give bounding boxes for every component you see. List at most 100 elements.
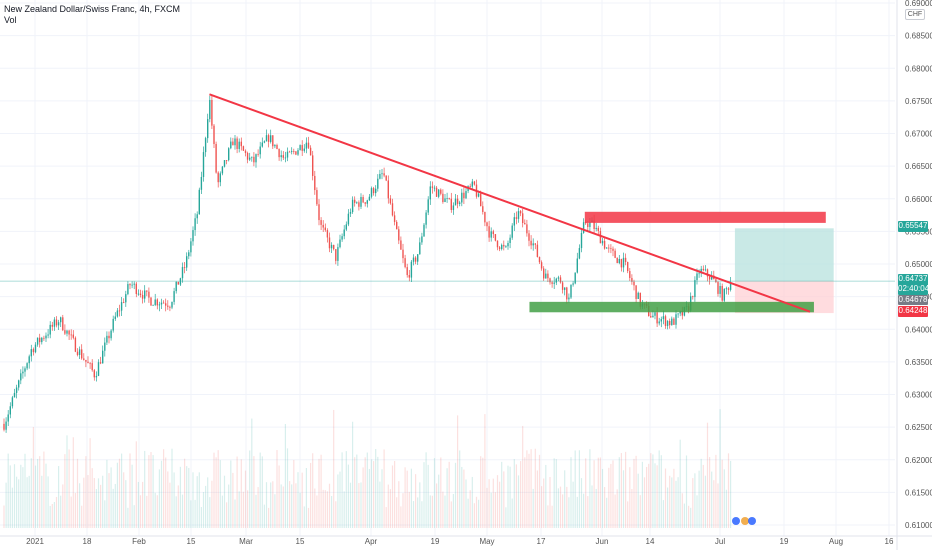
candle-body <box>597 227 599 231</box>
volume-bar <box>690 507 692 528</box>
candle-body <box>568 297 570 300</box>
volume-bar <box>263 504 265 528</box>
volume-bar <box>568 497 570 528</box>
volume-bar <box>249 450 251 528</box>
volume-bar <box>580 478 583 528</box>
candle-body <box>431 186 434 188</box>
candle-body <box>116 310 119 317</box>
bar-countdown: 02:40:04 <box>898 284 930 293</box>
volume-bar <box>606 497 608 528</box>
candle-body <box>633 281 635 286</box>
currency-badge[interactable]: CHF <box>905 9 925 20</box>
volume-bar <box>200 507 202 528</box>
volume-bar <box>337 474 339 528</box>
volume-bar <box>480 456 482 528</box>
candle-body <box>627 262 629 272</box>
volume-bar <box>202 492 205 528</box>
candle-body <box>288 151 291 153</box>
candle-body <box>711 275 713 280</box>
volume-bar <box>43 451 45 528</box>
candle-body <box>471 181 473 187</box>
volume-bar <box>379 481 381 528</box>
volume-bar <box>553 458 555 528</box>
volume-bar <box>181 494 184 528</box>
candle-body <box>146 290 148 292</box>
volume-bar <box>110 467 112 528</box>
volume-bar <box>488 479 490 528</box>
volume-bar <box>60 495 62 528</box>
volume-bar <box>511 498 513 528</box>
volume-bar <box>278 465 280 528</box>
candle-body <box>706 269 709 277</box>
candle-body <box>232 141 234 146</box>
volume-bar <box>280 484 282 528</box>
price-tick-label: 0.68000 <box>905 64 932 73</box>
volume-bar <box>545 464 547 528</box>
volume-bar <box>360 482 362 528</box>
volume-bar <box>318 458 320 528</box>
candle-body <box>358 202 360 207</box>
candle-body <box>225 160 228 161</box>
volume-bar <box>433 458 436 528</box>
volume-bar <box>677 477 679 528</box>
candle-body <box>387 180 389 199</box>
volume-bar <box>303 506 305 528</box>
volume-bar <box>276 450 278 528</box>
candle-body <box>47 334 49 336</box>
candle-body <box>51 324 53 327</box>
volume-bar <box>316 495 318 528</box>
candle-body <box>526 224 528 234</box>
price-tick-label: 0.66500 <box>905 162 932 171</box>
volume-bar <box>284 423 286 528</box>
volume-bar <box>381 469 383 528</box>
volume-bar <box>408 491 410 528</box>
candle-body <box>675 314 677 325</box>
volume-bar <box>696 495 698 528</box>
volume-bar <box>139 495 142 528</box>
price-tick-label: 0.69000 <box>905 0 932 8</box>
candle-body <box>240 141 242 147</box>
candle-body <box>95 375 98 378</box>
candle-body <box>402 249 404 259</box>
candle-body <box>64 330 66 334</box>
volume-bar <box>551 505 553 528</box>
candle-body <box>22 371 24 374</box>
candle-body <box>24 368 26 372</box>
volume-bar <box>133 505 135 528</box>
candle-body <box>708 276 711 280</box>
candle-body <box>486 222 488 227</box>
volume-bar <box>574 450 576 528</box>
volume-bar <box>618 457 620 528</box>
volume-bar <box>559 486 562 528</box>
volume-bar <box>114 483 116 528</box>
candle-body <box>55 319 58 326</box>
grid <box>0 0 895 536</box>
candle-body <box>599 230 602 244</box>
price-tick-label: 0.64000 <box>905 325 932 334</box>
volume-bar <box>475 496 478 528</box>
candle-body <box>385 175 387 181</box>
volume-bar <box>667 487 669 528</box>
candle-body <box>76 351 79 355</box>
candle-body <box>473 181 476 185</box>
volume-bar <box>622 470 625 528</box>
candle-body <box>427 199 429 213</box>
volume-bar <box>643 477 646 528</box>
volume-bar <box>515 464 517 528</box>
volume-bar <box>108 473 110 528</box>
volume-bar <box>587 496 589 528</box>
volume-bar <box>604 487 606 528</box>
volume-bar <box>148 455 150 528</box>
volume-bar <box>333 409 335 528</box>
volume-bar <box>349 482 352 528</box>
volume-bar <box>694 473 696 528</box>
volume-bar <box>400 506 402 528</box>
volume-bar <box>629 467 631 528</box>
candle-body <box>169 306 171 308</box>
volume-bar <box>167 471 169 528</box>
candle-body <box>144 290 146 299</box>
candle-body <box>446 198 448 199</box>
volume-bar <box>688 505 690 528</box>
candle-body <box>228 148 230 161</box>
